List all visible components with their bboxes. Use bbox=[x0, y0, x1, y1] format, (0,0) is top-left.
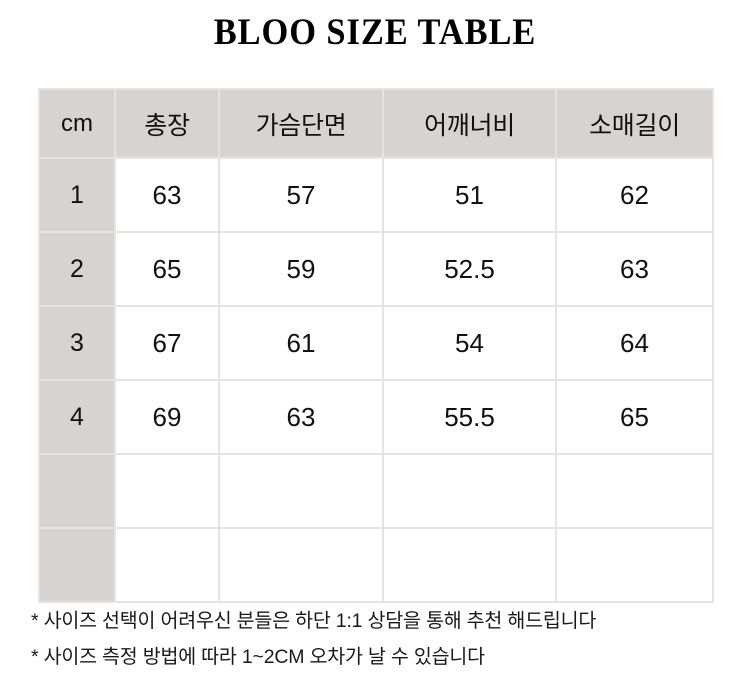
table-row: 2 65 59 52.5 63 bbox=[38, 231, 714, 307]
cell-total-length bbox=[114, 527, 220, 603]
cell-sleeve-length bbox=[555, 527, 714, 603]
row-index: 1 bbox=[38, 157, 116, 233]
cell-total-length bbox=[114, 453, 220, 529]
table-row-empty bbox=[38, 527, 714, 603]
cell-shoulder-width: 54 bbox=[382, 305, 557, 381]
column-header-sleeve-length: 소매길이 bbox=[555, 88, 714, 159]
size-table: cm 총장 가슴단면 어깨너비 소매길이 1 63 57 51 62 2 65 bbox=[38, 88, 714, 603]
cell-shoulder-width: 52.5 bbox=[382, 231, 557, 307]
table-row: 1 63 57 51 62 bbox=[38, 157, 714, 233]
cell-chest-width bbox=[218, 453, 384, 529]
footnote-measurement-tolerance: * 사이즈 측정 방법에 따라 1~2CM 오차가 날 수 있습니다 bbox=[31, 646, 485, 668]
cell-chest-width bbox=[218, 527, 384, 603]
row-index: 3 bbox=[38, 305, 116, 381]
table-row: 4 69 63 55.5 65 bbox=[38, 379, 714, 455]
cell-total-length: 63 bbox=[114, 157, 220, 233]
cell-chest-width: 57 bbox=[218, 157, 384, 233]
column-header-cm: cm bbox=[38, 88, 116, 159]
cell-sleeve-length bbox=[555, 453, 714, 529]
column-header-shoulder-width: 어깨너비 bbox=[382, 88, 557, 159]
cell-total-length: 69 bbox=[114, 379, 220, 455]
cell-shoulder-width: 51 bbox=[382, 157, 557, 233]
cell-sleeve-length: 62 bbox=[555, 157, 714, 233]
size-table-container: cm 총장 가슴단면 어깨너비 소매길이 1 63 57 51 62 2 65 bbox=[38, 88, 714, 603]
cell-shoulder-width bbox=[382, 453, 557, 529]
cell-total-length: 65 bbox=[114, 231, 220, 307]
table-row: 3 67 61 54 64 bbox=[38, 305, 714, 381]
cell-sleeve-length: 65 bbox=[555, 379, 714, 455]
row-index: 4 bbox=[38, 379, 116, 455]
table-body: 1 63 57 51 62 2 65 59 52.5 63 3 67 61 bbox=[38, 157, 714, 603]
footnotes: * 사이즈 선택이 어려우신 분들은 하단 1:1 상담을 통해 추천 해드립니… bbox=[31, 603, 743, 675]
table-header: cm 총장 가슴단면 어깨너비 소매길이 bbox=[38, 88, 714, 159]
row-index bbox=[38, 527, 116, 603]
cell-sleeve-length: 64 bbox=[555, 305, 714, 381]
cell-chest-width: 59 bbox=[218, 231, 384, 307]
column-header-total-length: 총장 bbox=[114, 88, 220, 159]
cell-total-length: 67 bbox=[114, 305, 220, 381]
table-header-row: cm 총장 가슴단면 어깨너비 소매길이 bbox=[38, 88, 714, 159]
column-header-chest-width: 가슴단면 bbox=[218, 88, 384, 159]
cell-shoulder-width bbox=[382, 527, 557, 603]
table-row-empty bbox=[38, 453, 714, 529]
cell-chest-width: 63 bbox=[218, 379, 384, 455]
footnote-size-consultation: * 사이즈 선택이 어려우신 분들은 하단 1:1 상담을 통해 추천 해드립니… bbox=[31, 610, 597, 632]
cell-sleeve-length: 63 bbox=[555, 231, 714, 307]
row-index: 2 bbox=[38, 231, 116, 307]
row-index bbox=[38, 453, 116, 529]
cell-shoulder-width: 55.5 bbox=[382, 379, 557, 455]
cell-chest-width: 61 bbox=[218, 305, 384, 381]
page-title: BLOO SIZE TABLE bbox=[213, 12, 537, 53]
